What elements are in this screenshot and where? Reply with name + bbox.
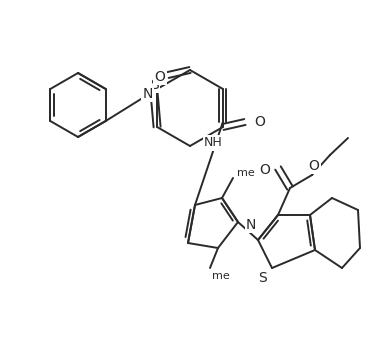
- Text: O: O: [308, 159, 319, 173]
- Text: me: me: [237, 168, 255, 178]
- Text: NH: NH: [204, 136, 223, 150]
- Text: S: S: [258, 271, 267, 285]
- Text: O: O: [154, 70, 165, 84]
- Text: N: N: [143, 87, 153, 101]
- Text: me: me: [212, 271, 230, 281]
- Text: O: O: [259, 163, 270, 177]
- Text: S: S: [150, 78, 158, 92]
- Text: O: O: [254, 115, 265, 129]
- Text: N: N: [246, 218, 256, 232]
